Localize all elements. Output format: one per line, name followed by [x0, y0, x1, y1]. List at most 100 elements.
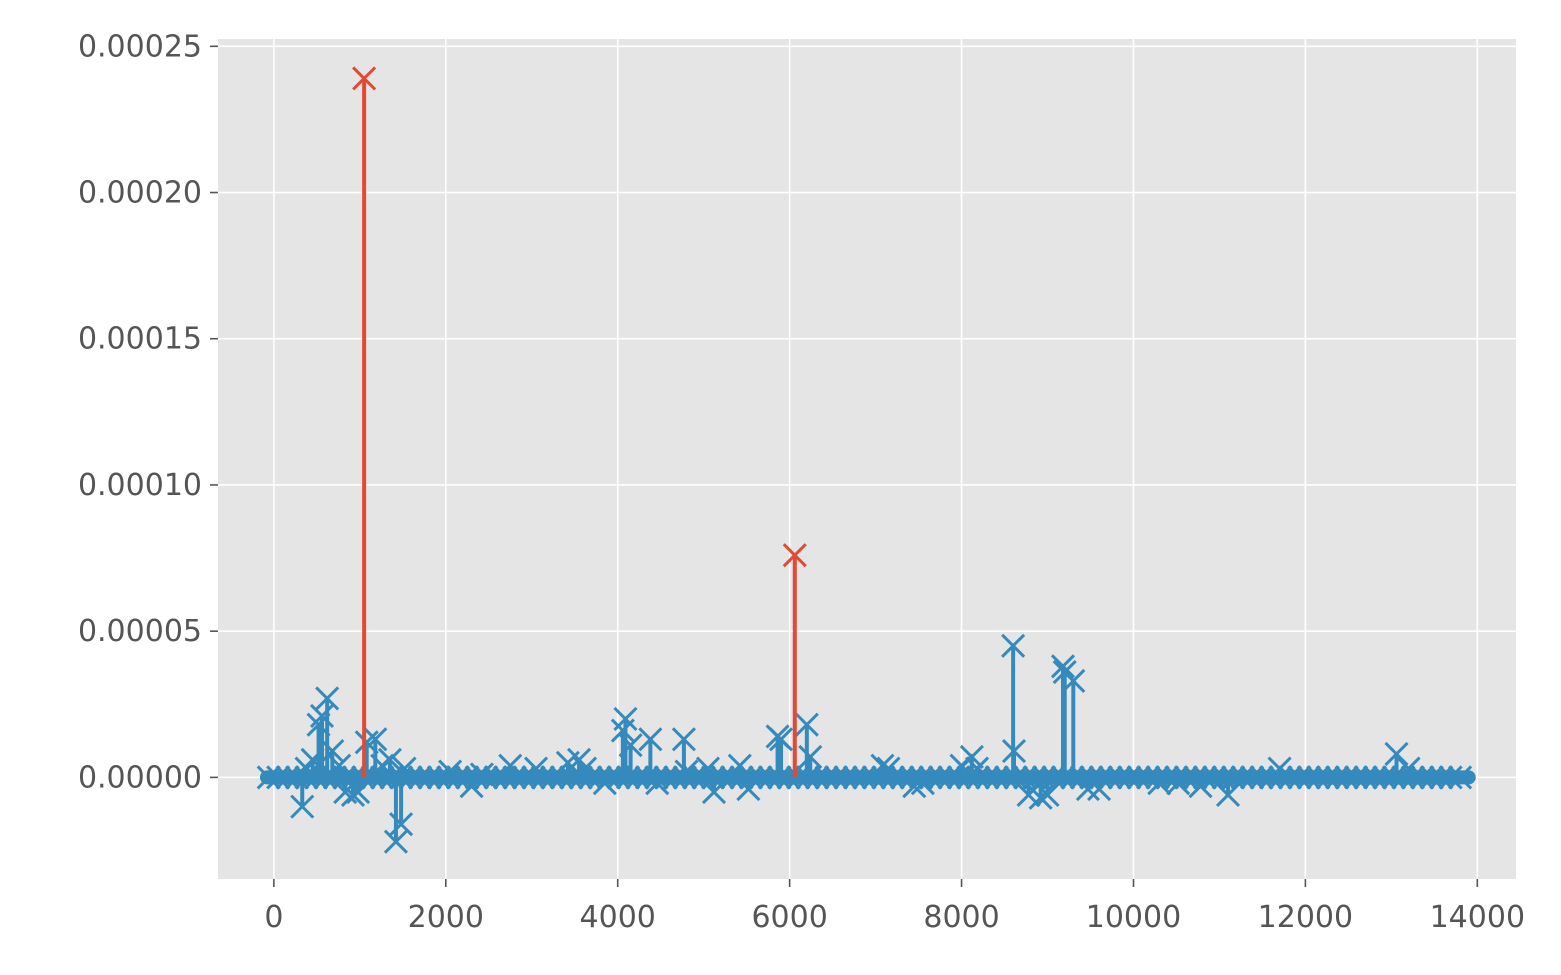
series-0 — [290, 633, 1421, 854]
baseline-marker — [1221, 765, 1246, 790]
y-tick-labels: 0.00000 0.00005 0.00010 0.00015 0.00020 0.000… — [78, 29, 202, 795]
baseline-marker — [1419, 765, 1444, 790]
baseline-marker — [823, 765, 849, 790]
marker-stroke — [852, 765, 877, 790]
marker-stroke — [502, 765, 527, 790]
marker-stroke — [727, 753, 752, 778]
baseline-marker — [1438, 765, 1463, 790]
marker-stroke — [275, 765, 300, 790]
baseline-marker — [615, 765, 641, 790]
stem-marker — [1147, 771, 1172, 796]
baseline-marker — [417, 765, 442, 790]
baseline-marker — [899, 765, 924, 790]
x-tick-label: 6000 — [751, 900, 827, 935]
stem-marker — [701, 779, 727, 805]
marker-stroke — [1188, 774, 1213, 799]
baseline-marker — [1249, 765, 1274, 790]
baseline-marker — [852, 765, 877, 790]
baseline-marker — [493, 765, 518, 790]
y-tick-label: 0.00000 — [78, 760, 202, 795]
marker-stroke — [511, 765, 537, 790]
marker-stroke — [768, 727, 794, 752]
marker-stroke — [309, 703, 335, 729]
stem-marker — [523, 756, 549, 781]
marker-stroke — [417, 765, 442, 790]
baseline-marker — [833, 765, 858, 790]
stem-marker — [964, 756, 990, 781]
stem-marker — [1188, 774, 1213, 799]
baseline-marker — [1344, 765, 1369, 790]
y-tick-label: 0.00015 — [78, 322, 202, 357]
baseline-marker — [1429, 765, 1454, 790]
x-tick-label: 0 — [264, 900, 283, 935]
baseline-marker — [984, 765, 1009, 790]
baseline-marker — [426, 765, 451, 790]
marker-stroke — [1362, 765, 1388, 790]
stem-marker — [1035, 782, 1060, 807]
baseline-marker — [814, 765, 839, 790]
stem-marker — [674, 759, 699, 784]
marker-stroke — [389, 812, 414, 837]
marker-stroke — [1334, 765, 1359, 790]
marker-stroke — [1061, 668, 1086, 693]
stem-marker — [1050, 654, 1076, 679]
baseline-marker — [1306, 765, 1331, 790]
marker-stroke — [1107, 765, 1132, 790]
stem-marker — [498, 753, 523, 778]
stem-marker — [1001, 739, 1027, 764]
stem-marker — [768, 727, 794, 752]
marker-stroke — [455, 765, 480, 790]
stem-marker — [1384, 741, 1409, 767]
marker-stroke — [1126, 765, 1151, 790]
stem-marker — [959, 744, 984, 769]
stem-marker — [695, 756, 721, 781]
marker-stroke — [1267, 756, 1292, 781]
x-tick-label: 4000 — [580, 900, 656, 935]
marker-stroke — [1035, 782, 1060, 807]
x-tick-label: 8000 — [923, 900, 999, 935]
axis-ticks — [210, 45, 1479, 887]
baseline-marker — [1381, 765, 1406, 790]
marker-stroke — [340, 782, 366, 807]
baseline-marker — [1230, 765, 1255, 790]
baseline-marker — [1362, 765, 1388, 790]
marker-stroke — [638, 727, 663, 752]
baseline-marker — [1117, 765, 1142, 790]
marker-stroke — [377, 747, 402, 772]
marker-stroke — [1287, 765, 1312, 790]
stem-marker — [1075, 777, 1100, 802]
baseline-marker — [1448, 765, 1473, 790]
marker-stroke — [833, 765, 858, 790]
marker-stroke — [1075, 777, 1100, 802]
plot-area-background — [218, 39, 1516, 879]
marker-stroke — [426, 765, 451, 790]
marker-stroke — [613, 706, 638, 731]
stem-marker — [1166, 771, 1191, 796]
marker-stroke — [814, 765, 839, 790]
stem-marker — [315, 686, 340, 711]
baseline-marker — [1334, 765, 1359, 790]
series-1 — [352, 66, 807, 778]
marker-stroke — [1306, 765, 1331, 790]
baseline-marker — [1107, 765, 1132, 790]
x-tick-label: 2000 — [408, 900, 484, 935]
y-tick-label: 0.00020 — [78, 176, 202, 211]
marker-stroke — [674, 759, 699, 784]
baseline-marker — [1296, 765, 1321, 790]
stem-marker — [1087, 777, 1112, 802]
stem-marker — [1215, 782, 1241, 807]
marker-stroke — [523, 756, 549, 781]
stem-marker — [363, 727, 388, 752]
baseline-marker — [1136, 765, 1161, 790]
marker-stroke — [984, 765, 1009, 790]
marker-stroke — [910, 771, 935, 796]
marker-stroke — [890, 765, 915, 790]
marker-stroke — [1384, 741, 1409, 767]
marker-stroke — [870, 753, 895, 778]
x-tick-label: 10000 — [1086, 900, 1181, 935]
marker-stroke — [625, 765, 650, 790]
marker-stroke — [266, 765, 291, 790]
marker-stroke — [794, 712, 819, 737]
stem-marker — [327, 753, 352, 778]
